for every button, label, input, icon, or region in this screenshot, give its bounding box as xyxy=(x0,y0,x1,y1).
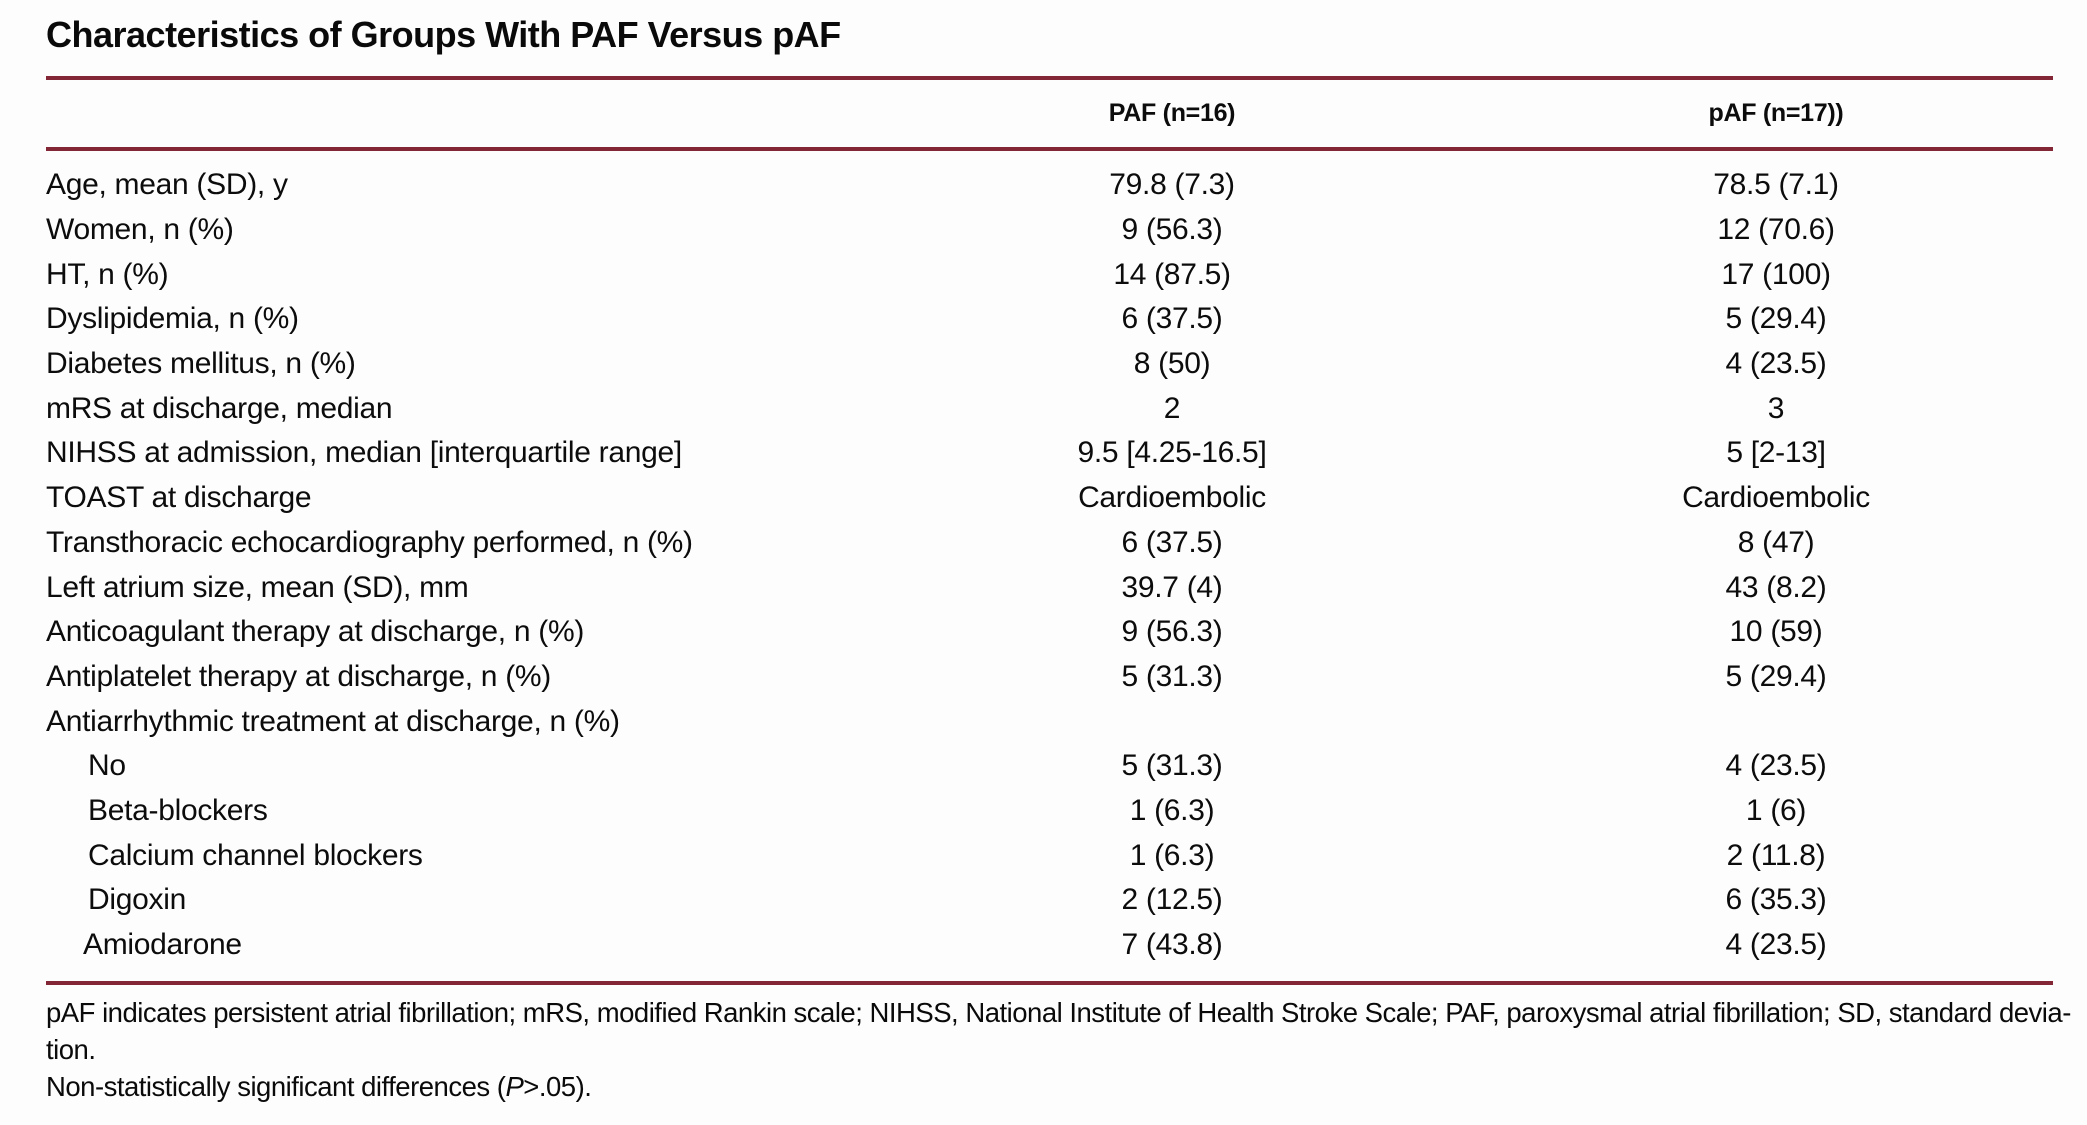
paf-value: 5 (31.3) xyxy=(1121,749,1223,783)
ppaf-value: 4 (23.5) xyxy=(1725,347,1827,381)
ppaf-value: 12 (70.6) xyxy=(1717,213,1835,247)
footnotes: pAF indicates persistent atrial fibrilla… xyxy=(46,985,2087,1105)
top-rule xyxy=(46,76,2053,80)
ppaf-value: 3 xyxy=(1767,391,1785,425)
paf-value: 7 (43.8) xyxy=(1121,928,1223,962)
footnote-p-symbol: P xyxy=(505,1071,524,1103)
row-label: TOAST at discharge xyxy=(46,481,312,515)
table-body: Age, mean (SD), y 79.8 (7.3) 78.5 (7.1) … xyxy=(46,151,2087,973)
paf-value: 79.8 (7.3) xyxy=(1109,168,1235,202)
row-label: Beta-blockers xyxy=(88,793,268,827)
column-header-ppaf: pAF (n=17)) xyxy=(1708,99,1844,127)
row-label: Left atrium size, mean (SD), mm xyxy=(46,570,469,604)
table-row: mRS at discharge, median 2 3 xyxy=(46,386,2087,431)
paf-value: 6 (37.5) xyxy=(1121,302,1223,336)
row-label: Women, n (%) xyxy=(46,213,234,247)
ppaf-value: 4 (23.5) xyxy=(1725,928,1827,962)
row-label: No xyxy=(88,749,126,783)
table-row: HT, n (%) 14 (87.5) 17 (100) xyxy=(46,252,2087,297)
ppaf-value: 2 (11.8) xyxy=(1726,838,1826,872)
table-row: Women, n (%) 9 (56.3) 12 (70.6) xyxy=(46,208,2087,253)
row-label: Antiplatelet therapy at discharge, n (%) xyxy=(46,659,551,693)
ppaf-value: 5 (29.4) xyxy=(1725,302,1827,336)
table-header-row: PAF (n=16) pAF (n=17)) xyxy=(46,80,2087,147)
table-row: Left atrium size, mean (SD), mm 39.7 (4)… xyxy=(46,565,2087,610)
table-row: Antiplatelet therapy at discharge, n (%)… xyxy=(46,655,2087,700)
row-label: Anticoagulant therapy at discharge, n (%… xyxy=(46,615,585,649)
table-row: Transthoracic echocardiography performed… xyxy=(46,521,2087,566)
paf-value: 9.5 [4.25-16.5] xyxy=(1077,436,1267,470)
table-row: Dyslipidemia, n (%) 6 (37.5) 5 (29.4) xyxy=(46,297,2087,342)
footnote-abbreviations-line2: tion. xyxy=(46,1034,96,1066)
row-label: NIHSS at admission, median [interquartil… xyxy=(46,436,682,470)
table-row: Beta-blockers 1 (6.3) 1 (6) xyxy=(46,789,2087,834)
ppaf-value: 10 (59) xyxy=(1729,615,1823,649)
ppaf-value: 5 [2-13] xyxy=(1726,436,1826,470)
ppaf-value: Cardioembolic xyxy=(1682,481,1870,515)
table-row: Amiodarone 7 (43.8) 4 (23.5) xyxy=(46,923,2087,968)
ppaf-value: 43 (8.2) xyxy=(1725,570,1827,604)
paf-value: 5 (31.3) xyxy=(1121,659,1223,693)
ppaf-value: 6 (35.3) xyxy=(1725,883,1827,917)
ppaf-value: 8 (47) xyxy=(1737,525,1815,559)
paf-value: 9 (56.3) xyxy=(1121,615,1223,649)
paf-value: 39.7 (4) xyxy=(1121,570,1223,604)
column-header-paf: PAF (n=16) xyxy=(1108,99,1236,127)
row-label: Dyslipidemia, n (%) xyxy=(46,302,299,336)
ppaf-value: 5 (29.4) xyxy=(1725,659,1827,693)
row-label: Amiodarone xyxy=(83,928,242,962)
paf-value: 14 (87.5) xyxy=(1113,257,1231,291)
table-row: TOAST at discharge Cardioembolic Cardioe… xyxy=(46,476,2087,521)
footnote-significance-prefix: Non-statistically significant difference… xyxy=(46,1071,506,1103)
table-row: Antiarrhythmic treatment at discharge, n… xyxy=(46,699,2087,744)
ppaf-value: 78.5 (7.1) xyxy=(1713,168,1839,202)
paf-value: 1 (6.3) xyxy=(1129,793,1215,827)
ppaf-value: 17 (100) xyxy=(1721,257,1831,291)
table-row: NIHSS at admission, median [interquartil… xyxy=(46,431,2087,476)
paf-value: 2 xyxy=(1163,391,1181,425)
row-label: Digoxin xyxy=(88,883,186,917)
paf-value: 6 (37.5) xyxy=(1121,525,1223,559)
header-rule xyxy=(46,147,2053,151)
paf-value: 1 (6.3) xyxy=(1129,838,1215,872)
row-label: Antiarrhythmic treatment at discharge, n… xyxy=(46,704,620,738)
row-label: Diabetes mellitus, n (%) xyxy=(46,347,356,381)
row-label: Calcium channel blockers xyxy=(88,838,423,872)
table-row: Diabetes mellitus, n (%) 8 (50) 4 (23.5) xyxy=(46,342,2087,387)
paf-value: Cardioembolic xyxy=(1078,481,1266,515)
bottom-rule xyxy=(46,981,2053,986)
table-row: Age, mean (SD), y 79.8 (7.3) 78.5 (7.1) xyxy=(46,163,2087,208)
paf-value: 8 (50) xyxy=(1133,347,1211,381)
row-label: Age, mean (SD), y xyxy=(46,168,288,202)
table-row: Digoxin 2 (12.5) 6 (35.3) xyxy=(46,878,2087,923)
ppaf-value: 1 (6) xyxy=(1745,793,1807,827)
table-row: No 5 (31.3) 4 (23.5) xyxy=(46,744,2087,789)
footnote-significance-suffix: >.05). xyxy=(523,1071,592,1103)
paf-value: 9 (56.3) xyxy=(1121,213,1223,247)
table-row: Calcium channel blockers 1 (6.3) 2 (11.8… xyxy=(46,833,2087,878)
footnote-significance: Non-statistically significant difference… xyxy=(46,1068,2087,1105)
ppaf-value: 4 (23.5) xyxy=(1725,749,1827,783)
row-label: Transthoracic echocardiography performed… xyxy=(46,525,693,559)
footnote-abbreviations-line1: pAF indicates persistent atrial fibrilla… xyxy=(46,997,2071,1029)
row-label: HT, n (%) xyxy=(46,257,169,291)
paf-value: 2 (12.5) xyxy=(1121,883,1223,917)
table-row: Anticoagulant therapy at discharge, n (%… xyxy=(46,610,2087,655)
row-label: mRS at discharge, median xyxy=(46,391,393,425)
table-title: Characteristics of Groups With PAF Versu… xyxy=(46,14,841,55)
